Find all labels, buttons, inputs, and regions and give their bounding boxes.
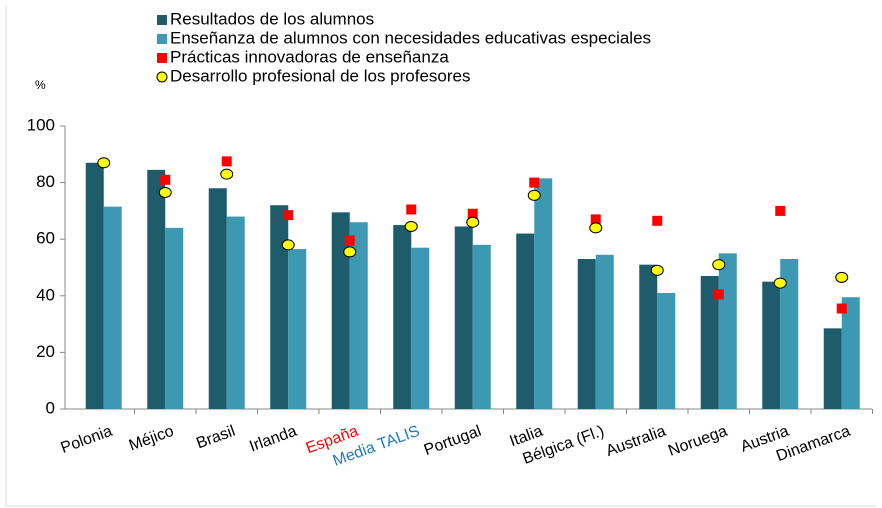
x-tick-label: Polonia — [59, 423, 115, 457]
marker-circle — [466, 216, 480, 228]
bar — [349, 222, 368, 409]
bar — [393, 225, 412, 409]
legend-label: Prácticas innovadoras de enseñanza — [170, 47, 449, 66]
bar — [288, 249, 307, 409]
marker-square — [160, 174, 171, 185]
marker-circle — [589, 222, 603, 234]
marker-circle — [97, 157, 111, 169]
marker-square — [467, 208, 478, 219]
marker-circle — [343, 246, 357, 258]
x-tick-label: Noruega — [666, 423, 730, 460]
legend-swatch — [156, 71, 168, 83]
marker-circle — [404, 220, 418, 232]
bar — [534, 178, 553, 409]
legend-swatch — [157, 34, 167, 44]
x-tick-label: Australia — [604, 423, 668, 460]
marker-square — [652, 215, 663, 226]
marker-square — [836, 303, 847, 314]
y-tick-label: 20 — [36, 342, 55, 361]
bar — [700, 275, 719, 409]
marker-square — [713, 289, 724, 300]
x-tick-label: Méjico — [127, 423, 176, 455]
y-tick-label: 100 — [27, 115, 55, 134]
bar — [147, 169, 166, 409]
bar — [762, 281, 781, 409]
y-tick-label: 80 — [36, 172, 55, 191]
bar — [226, 216, 245, 409]
marker-circle — [773, 277, 787, 289]
y-tick-label: 0 — [46, 398, 55, 417]
marker-circle — [712, 259, 726, 271]
bar — [454, 226, 473, 409]
legend-label: Resultados de los alumnos — [170, 9, 374, 28]
marker-square — [406, 204, 417, 215]
bar — [823, 328, 842, 409]
legend-label: Enseñanza de alumnos con necesidades edu… — [170, 28, 651, 47]
x-tick-label: Portugal — [422, 423, 484, 459]
legend-swatch — [157, 53, 167, 63]
marker-circle — [220, 168, 234, 180]
marker-square — [775, 205, 786, 216]
marker-circle — [527, 189, 541, 201]
bar — [595, 254, 614, 409]
legend-label: Desarrollo profesional de los profesores — [170, 66, 471, 85]
bar — [331, 212, 350, 409]
marker-square — [221, 156, 232, 167]
bar — [657, 292, 676, 409]
bar — [103, 206, 122, 409]
marker-square — [344, 235, 355, 246]
bar — [85, 162, 104, 409]
x-tick-label: Brasil — [194, 423, 237, 453]
bar — [472, 244, 491, 409]
bar — [639, 264, 658, 409]
y-axis-label: % — [35, 78, 46, 92]
bar — [165, 227, 184, 409]
marker-square — [283, 210, 294, 221]
bar — [411, 247, 430, 409]
marker-circle — [281, 239, 295, 251]
y-tick-label: 60 — [36, 229, 55, 248]
legend-swatch — [157, 15, 167, 25]
marker-circle — [158, 187, 172, 199]
bar — [577, 259, 596, 409]
marker-circle — [835, 271, 849, 283]
bar — [780, 259, 799, 409]
y-tick-label: 40 — [36, 285, 55, 304]
bar — [208, 188, 227, 409]
bar — [270, 205, 289, 409]
bar — [718, 253, 737, 409]
marker-square — [529, 177, 540, 188]
marker-circle — [650, 264, 664, 276]
marker-square — [590, 214, 601, 225]
bar — [841, 297, 860, 409]
bar — [516, 233, 535, 409]
x-tick-label: Irlanda — [247, 423, 299, 456]
